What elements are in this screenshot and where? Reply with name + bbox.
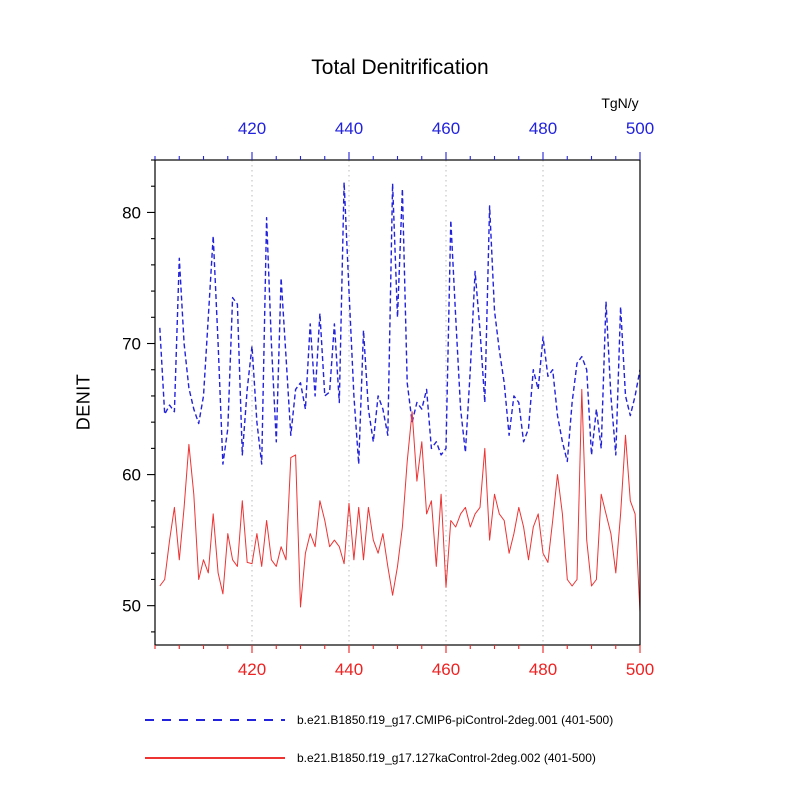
tick-label: 460 <box>432 660 460 679</box>
tick-label: 420 <box>238 119 266 138</box>
tick-label: 480 <box>529 119 557 138</box>
legend-label: b.e21.B1850.f19_g17.CMIP6-piControl-2deg… <box>297 713 614 727</box>
units-label: TgN/y <box>601 95 639 111</box>
tick-label: 80 <box>122 203 141 222</box>
tick-label: 460 <box>432 119 460 138</box>
legend-item-127kaControl: b.e21.B1850.f19_g17.127kaControl-2deg.00… <box>145 748 613 768</box>
series-line-0 <box>159 181 640 465</box>
tick-label: 500 <box>626 119 654 138</box>
tick-label: 420 <box>238 660 266 679</box>
chart-title: Total Denitrification <box>311 56 489 79</box>
tick-label: 50 <box>122 597 141 616</box>
legend-line-sample-solid <box>145 757 285 759</box>
tick-label: 60 <box>122 466 141 485</box>
tick-label: 500 <box>626 660 654 679</box>
legend-line-sample-dashed <box>145 719 285 721</box>
legend: b.e21.B1850.f19_g17.CMIP6-piControl-2deg… <box>145 710 613 786</box>
tick-label: 440 <box>335 660 363 679</box>
legend-item-piControl: b.e21.B1850.f19_g17.CMIP6-piControl-2deg… <box>145 710 613 730</box>
tick-label: 440 <box>335 119 363 138</box>
series-line-1 <box>159 388 640 613</box>
legend-label: b.e21.B1850.f19_g17.127kaControl-2deg.00… <box>297 751 596 765</box>
tick-label: 480 <box>529 660 557 679</box>
tick-label: 70 <box>122 335 141 354</box>
